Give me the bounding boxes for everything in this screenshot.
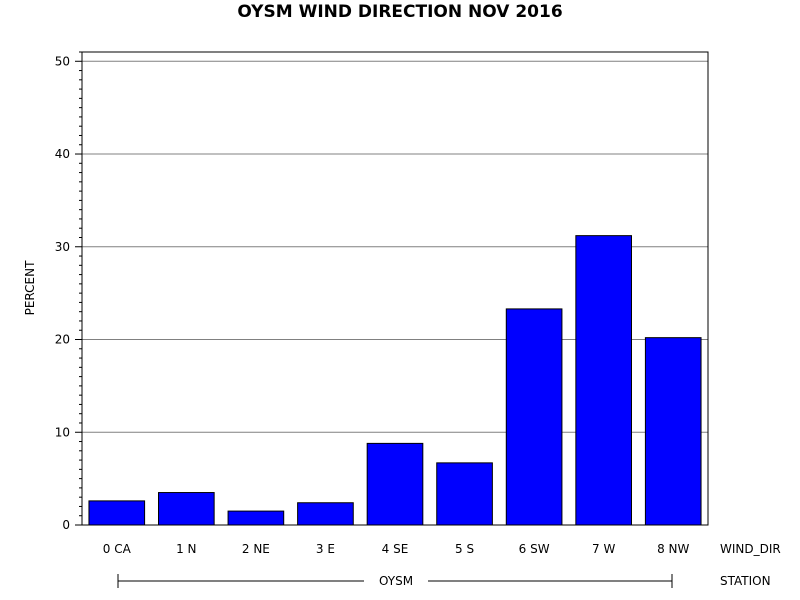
bars <box>88 235 702 526</box>
bar <box>158 492 215 526</box>
group-axis-label: STATION <box>720 574 771 588</box>
x-tick-label: 2 NE <box>242 542 270 556</box>
station-name: OYSM <box>379 574 413 588</box>
bar <box>227 510 285 526</box>
station-group-axis: OYSM <box>117 574 673 588</box>
bar <box>297 502 354 526</box>
y-tick-label: 50 <box>55 54 70 68</box>
chart-title: OYSM WIND DIRECTION NOV 2016 <box>237 2 562 22</box>
x-tick-label: 6 SW <box>519 542 550 556</box>
y-axis: 0 10 20 30 40 50 <box>55 51 82 532</box>
bar <box>575 235 632 526</box>
y-tick-label: 0 <box>62 518 70 532</box>
x-axis-label: WIND_DIR <box>720 542 781 556</box>
x-tick-label: 8 NW <box>657 542 689 556</box>
x-tick-label: 3 E <box>316 542 335 556</box>
y-tick-label: 20 <box>55 333 70 347</box>
x-tick-label: 5 S <box>455 542 474 556</box>
y-tick-label: 30 <box>55 240 70 254</box>
x-tick-label: 0 CA <box>103 542 132 556</box>
y-tick-label: 10 <box>55 425 70 439</box>
plot-frame <box>81 51 709 526</box>
bar <box>436 462 493 526</box>
bar <box>88 500 146 526</box>
x-axis-tick-labels: 0 CA 1 N 2 NE 3 E 4 SE 5 S 6 SW 7 W 8 NW <box>103 542 690 556</box>
x-tick-label: 7 W <box>592 542 615 556</box>
bar <box>366 442 424 526</box>
y-tick-label: 40 <box>55 147 70 161</box>
y-axis-label: PERCENT <box>23 260 37 315</box>
bar <box>644 337 702 526</box>
bar <box>505 308 563 526</box>
x-tick-label: 4 SE <box>382 542 409 556</box>
x-tick-label: 1 N <box>176 542 196 556</box>
